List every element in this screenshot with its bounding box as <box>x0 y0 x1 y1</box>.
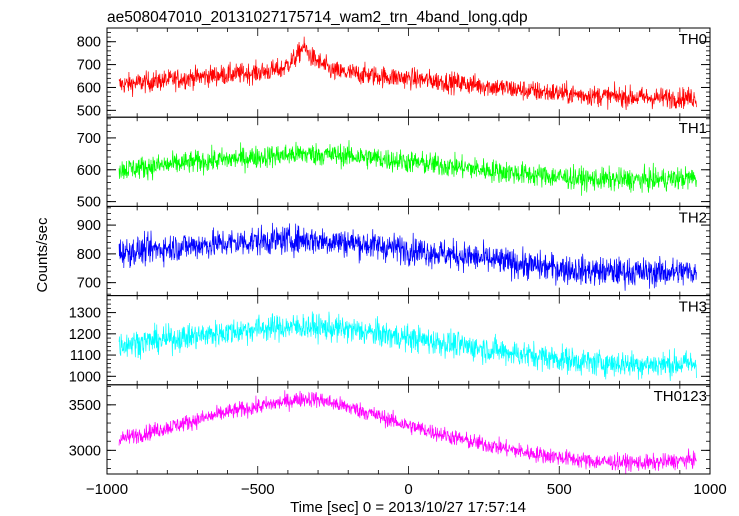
x-tick-label: 0 <box>404 481 412 498</box>
y-tick-label: 1000 <box>69 369 101 385</box>
panel-label: TH1 <box>679 120 707 137</box>
panel-label: TH2 <box>679 209 707 226</box>
panel-th0123: 3000 3500 TH0123 <box>69 384 711 475</box>
y-tick-label: 500 <box>77 103 101 119</box>
y-tick-label: 800 <box>77 247 101 263</box>
panel-th2: 700 800 900 TH2 <box>77 205 711 297</box>
y-axis-label: Counts/sec <box>34 217 51 293</box>
series-line-th3 <box>118 311 697 381</box>
y-tick-label: 3000 <box>69 443 101 459</box>
x-tick-label: 1000 <box>693 481 726 498</box>
panel-th0: 500 600 700 800 TH0 <box>77 27 711 119</box>
panels-group: 500 600 700 800 TH0 500 600 700 TH1 700 800 900 TH2 1… <box>69 27 727 498</box>
series-line-th0123 <box>118 390 697 474</box>
y-tick-label: 900 <box>77 218 101 234</box>
y-tick-label: 3500 <box>69 398 101 414</box>
series-line-th2 <box>118 222 697 291</box>
y-tick-label: 1300 <box>69 306 101 322</box>
panel-label: TH3 <box>679 299 707 316</box>
x-tick-label: 500 <box>547 481 572 498</box>
y-tick-label: 600 <box>77 163 101 179</box>
y-tick-label: 800 <box>77 35 101 51</box>
x-axis-label: Time [sec] 0 = 2013/10/27 17:57:14 <box>290 499 526 516</box>
y-tick-label: 1200 <box>69 327 101 343</box>
panel-label: TH0123 <box>654 388 707 405</box>
x-tick-label: −500 <box>241 481 275 498</box>
y-tick-label: 500 <box>77 195 101 211</box>
series-line-th1 <box>118 140 697 196</box>
chart-title: ae508047010_20131027175714_wam2_trn_4ban… <box>107 9 528 26</box>
series-line-th0 <box>118 36 697 110</box>
y-tick-label: 1100 <box>70 348 101 364</box>
panel-th3: 1000 1100 1200 1300 TH3 <box>69 295 711 385</box>
panel-label: TH0 <box>679 31 707 48</box>
x-tick-label: −1000 <box>86 481 128 498</box>
panel-th1: 500 600 700 TH1 <box>77 116 711 211</box>
y-tick-label: 700 <box>77 58 101 74</box>
y-tick-label: 600 <box>77 80 101 96</box>
y-tick-label: 700 <box>77 131 101 147</box>
y-tick-label: 700 <box>77 276 101 292</box>
